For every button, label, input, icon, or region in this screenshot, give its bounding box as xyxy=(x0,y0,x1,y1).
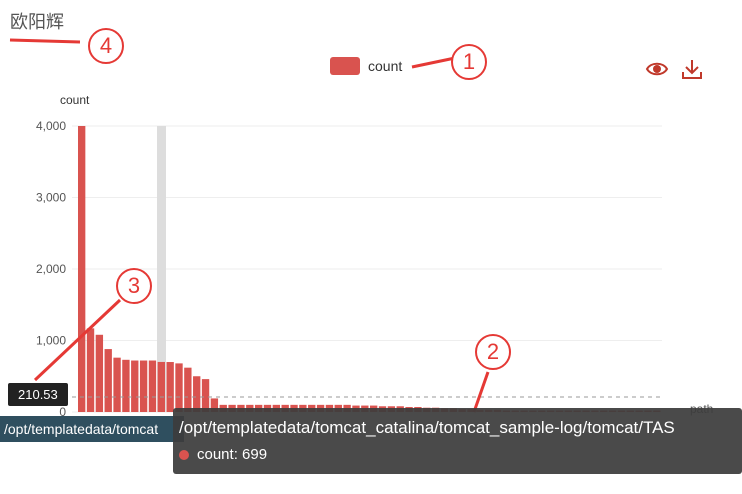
bar xyxy=(86,328,95,412)
bar xyxy=(166,362,174,412)
series-dot-icon xyxy=(179,449,189,460)
bar xyxy=(148,360,157,412)
bar xyxy=(78,126,86,412)
bar xyxy=(210,398,219,412)
bar xyxy=(184,367,192,412)
bar xyxy=(131,360,139,412)
y-tick-label: 3,000 xyxy=(36,191,66,205)
arrow-4 xyxy=(9,38,81,44)
bar xyxy=(175,363,183,412)
annotation-marker-4: 4 xyxy=(88,28,124,64)
legend-label: count xyxy=(368,58,403,74)
eye-icon[interactable] xyxy=(645,58,669,80)
y-tick-label: 4,000 xyxy=(36,119,66,133)
y-tick-label: 0 xyxy=(59,405,66,419)
hover-highlight-band xyxy=(157,126,166,412)
y-tick-label: 1,000 xyxy=(36,334,66,348)
bar xyxy=(139,360,148,412)
annotation-arrows xyxy=(9,38,490,413)
annotation-marker-2: 2 xyxy=(475,334,511,370)
download-icon[interactable] xyxy=(680,58,704,80)
annotation-marker-3: 3 xyxy=(116,268,152,304)
bar xyxy=(95,334,104,412)
y-axis-label: count xyxy=(60,93,90,107)
tooltip: /opt/templatedata/tomcat_catalina/tomcat… xyxy=(173,408,742,474)
tooltip-path: /opt/templatedata/tomcat_catalina/tomcat… xyxy=(179,418,675,437)
y-tick-label: 2,000 xyxy=(36,262,66,276)
arrow-2 xyxy=(472,371,490,413)
arrow-3 xyxy=(33,298,122,382)
bar xyxy=(193,376,201,412)
legend-item[interactable]: count xyxy=(330,57,402,75)
bar xyxy=(157,361,165,412)
bar xyxy=(104,349,112,412)
arrow-1 xyxy=(411,56,456,69)
annotation-marker-1: 1 xyxy=(451,44,487,80)
y-axis-ticks: 4,000 3,000 2,000 1,000 0 xyxy=(36,119,66,419)
page-title: 欧阳辉 xyxy=(10,12,64,32)
tooltip-count-label: count: 699 xyxy=(197,446,268,463)
tooltip-series: count: 699 xyxy=(179,446,267,463)
bar xyxy=(122,359,130,412)
bar xyxy=(201,379,210,412)
x-axis-category-label: /opt/templatedata/tomcat xyxy=(0,416,184,442)
bar xyxy=(113,357,121,412)
legend-swatch xyxy=(330,57,360,75)
reference-value-badge: 210.53 xyxy=(8,383,68,406)
